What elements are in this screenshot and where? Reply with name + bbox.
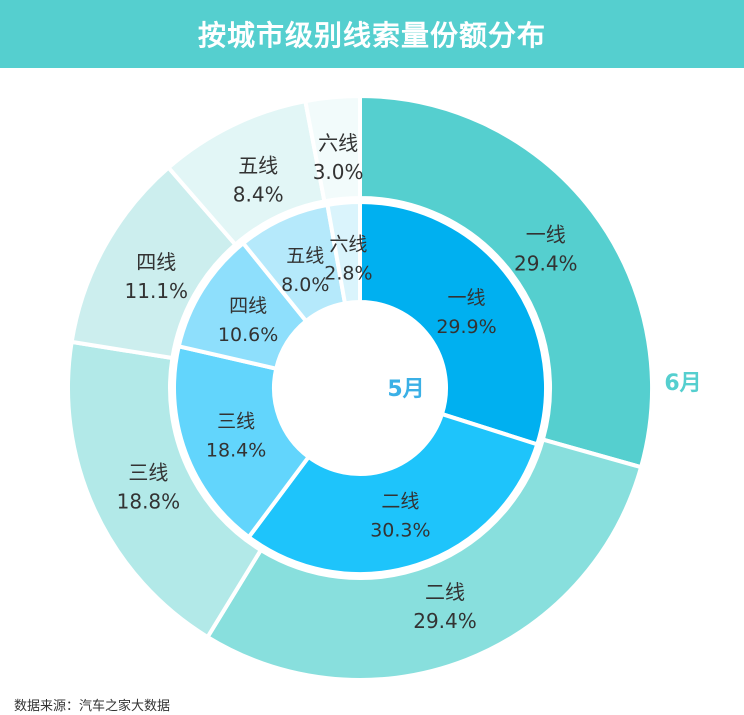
outer-slice-6 [303, 94, 362, 204]
inner-slice-percent-label: 2.8% [324, 263, 372, 285]
outer-slice-percent-label: 29.4% [413, 609, 477, 633]
inner-slice-percent-label: 10.6% [218, 324, 278, 346]
outer-slice-category-label: 六线 [318, 131, 358, 155]
inner-slice-percent-label: 29.9% [436, 316, 496, 338]
outer-slice-percent-label: 11.1% [125, 279, 189, 303]
outer-slice-percent-label: 8.4% [233, 182, 284, 206]
outer-slice-percent-label: 29.4% [514, 251, 578, 275]
inner-slice-1 [358, 200, 548, 447]
inner-slice-6 [325, 200, 362, 306]
outer-slice-2 [205, 437, 644, 682]
inner-slice-category-label: 二线 [381, 491, 419, 513]
title-banner: 按城市级别线索量份额分布 [0, 0, 744, 68]
outer-slice-category-label: 四线 [136, 250, 176, 274]
inner-slice-percent-label: 30.3% [370, 520, 430, 542]
outer-slice-1 [358, 94, 654, 470]
inner-slice-category-label: 四线 [229, 295, 267, 317]
outer-series-label: 6月 [664, 371, 701, 396]
outer-slice-category-label: 一线 [526, 222, 566, 246]
page-title: 按城市级别线索量份额分布 [197, 19, 546, 52]
inner-slice-percent-label: 18.4% [206, 440, 266, 462]
data-source-note: 数据来源：汽车之家大数据 [14, 699, 171, 714]
outer-slice-percent-label: 18.8% [117, 490, 181, 514]
outer-slice-3 [66, 339, 263, 640]
inner-slice-category-label: 一线 [447, 287, 485, 309]
inner-slice-2 [246, 412, 540, 576]
inner-series-label: 5月 [387, 377, 424, 402]
outer-slice-category-label: 二线 [425, 580, 465, 604]
outer-slice-percent-label: 3.0% [313, 160, 364, 184]
outer-slice-category-label: 三线 [128, 461, 168, 485]
inner-slice-category-label: 五线 [286, 245, 324, 267]
outer-slice-category-label: 五线 [238, 153, 278, 177]
inner-slice-category-label: 六线 [329, 234, 367, 256]
inner-slice-percent-label: 8.0% [281, 274, 329, 296]
inner-slice-3 [172, 344, 311, 540]
inner-slice-category-label: 三线 [217, 411, 255, 433]
